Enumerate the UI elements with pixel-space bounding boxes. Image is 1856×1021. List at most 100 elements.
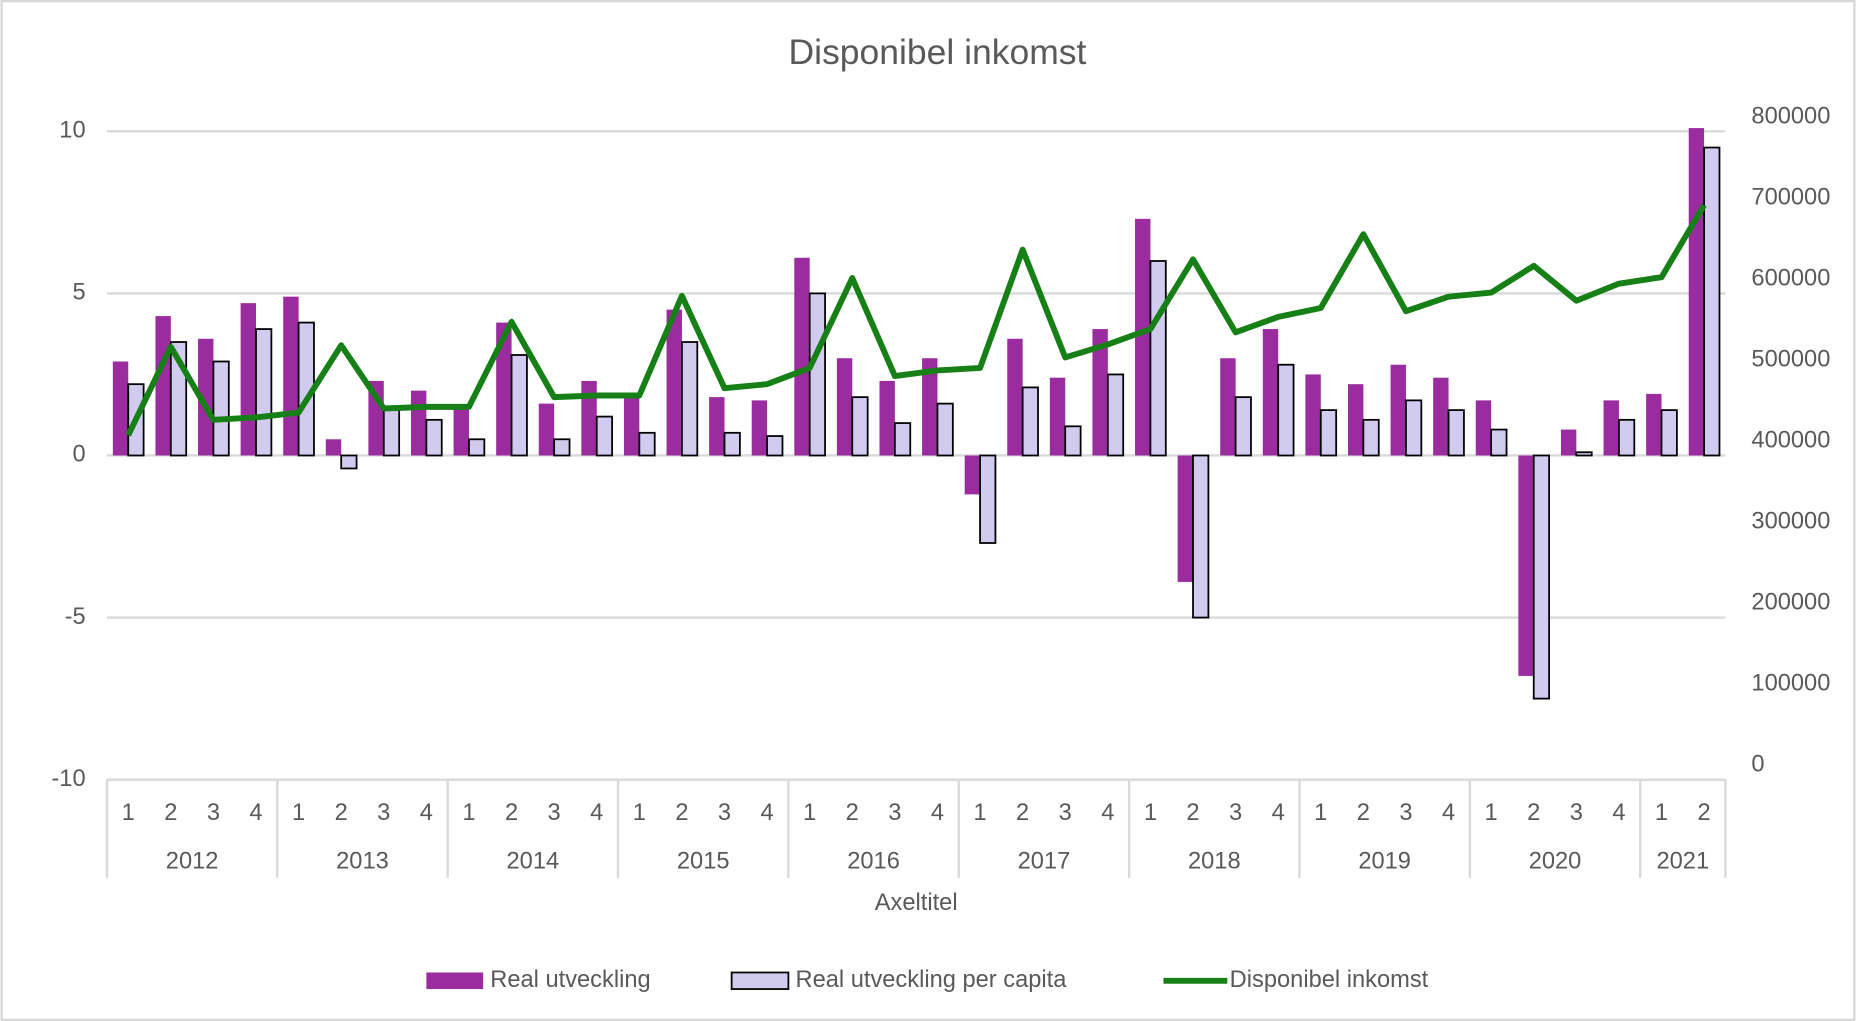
x-tick-label: 3	[548, 800, 561, 826]
bar	[553, 438, 571, 457]
bar	[1192, 454, 1210, 619]
x-group-label: 2015	[677, 849, 730, 875]
x-group-label: 2021	[1656, 849, 1709, 875]
x-axis-title: Axeltitel	[875, 890, 958, 916]
bar	[1660, 409, 1678, 457]
bar	[979, 454, 997, 544]
x-tick-label: 1	[1144, 800, 1157, 826]
bar	[709, 397, 725, 456]
bar	[496, 322, 512, 456]
x-tick-label: 2	[164, 800, 177, 826]
x-tick-label: 2	[1698, 800, 1711, 826]
bar	[1064, 425, 1082, 457]
bar	[1646, 393, 1662, 456]
y2-tick-label: 400000	[1751, 428, 1830, 454]
bar	[1390, 364, 1406, 456]
bar	[836, 358, 853, 456]
bar	[1347, 384, 1364, 456]
bar	[212, 360, 230, 457]
bar	[623, 393, 640, 456]
bar	[112, 361, 129, 456]
y2-tick-label: 500000	[1751, 346, 1830, 372]
bar	[879, 380, 895, 456]
y2-tick-label: 0	[1751, 752, 1764, 778]
x-tick-label: 3	[1059, 800, 1072, 826]
bar	[681, 341, 699, 457]
bar	[751, 400, 768, 456]
bar	[382, 409, 401, 457]
bar	[1703, 146, 1721, 457]
bar	[510, 354, 528, 457]
y-tick-label: -10	[51, 766, 85, 792]
chart-title: Disponibel inkomst	[789, 32, 1087, 72]
x-tick-label: 1	[1655, 800, 1668, 826]
x-group-label: 2014	[507, 849, 560, 875]
y2-tick-label: 800000	[1751, 103, 1830, 129]
y-tick-label: 5	[72, 280, 85, 306]
x-tick-label: 1	[973, 800, 986, 826]
x-tick-label: 3	[718, 800, 731, 826]
x-tick-label: 4	[590, 800, 603, 826]
bar	[922, 358, 938, 456]
y2-tick-label: 100000	[1751, 671, 1830, 697]
bar	[1490, 428, 1508, 457]
x-group-label: 2016	[847, 849, 900, 875]
bar	[595, 415, 614, 457]
bar	[964, 455, 981, 495]
bar	[1603, 400, 1619, 456]
x-tick-label: 4	[420, 800, 433, 826]
bar	[155, 316, 171, 456]
bar	[766, 435, 784, 457]
x-tick-label: 4	[1612, 800, 1625, 826]
bar	[1362, 418, 1380, 457]
legend-label: Real utveckling per capita	[795, 967, 1067, 993]
x-tick-label: 4	[1272, 800, 1285, 826]
x-tick-label: 1	[803, 800, 816, 826]
bar	[325, 439, 342, 456]
bar	[581, 380, 597, 456]
legend-label: Disponibel inkomst	[1230, 967, 1429, 993]
bar	[1532, 454, 1551, 700]
bar	[666, 309, 682, 456]
x-tick-label: 3	[1399, 800, 1412, 826]
y2-tick-label: 700000	[1751, 184, 1830, 210]
bar	[893, 422, 912, 457]
bar	[1177, 455, 1194, 582]
bar	[1560, 429, 1577, 456]
bar	[240, 303, 257, 456]
x-tick-label: 3	[1229, 800, 1242, 826]
bar	[1475, 400, 1492, 456]
bar	[1433, 377, 1449, 456]
y-tick-label: 0	[72, 442, 85, 468]
bar	[198, 338, 214, 456]
x-tick-label: 4	[1101, 800, 1114, 826]
bar	[1049, 377, 1066, 456]
y-tick-label: 10	[59, 118, 85, 144]
bar	[1575, 451, 1593, 457]
bar	[723, 431, 741, 457]
x-tick-label: 1	[633, 800, 646, 826]
bar	[638, 431, 656, 457]
x-tick-label: 2	[505, 800, 518, 826]
bar	[1007, 338, 1023, 456]
x-group-label: 2012	[166, 849, 219, 875]
x-tick-label: 2	[335, 800, 348, 826]
x-tick-label: 1	[1314, 800, 1327, 826]
x-group-label: 2019	[1358, 849, 1411, 875]
bar	[1220, 358, 1236, 456]
bar	[1405, 399, 1423, 457]
bar	[283, 296, 299, 456]
bar	[1618, 418, 1636, 457]
x-tick-label: 2	[846, 800, 859, 826]
bar	[1305, 374, 1321, 456]
x-tick-label: 1	[462, 800, 475, 826]
bar	[425, 418, 443, 457]
x-group-label: 2020	[1529, 849, 1582, 875]
bar	[1149, 260, 1167, 457]
bar	[1234, 396, 1252, 457]
legend-swatch	[426, 972, 484, 990]
bar	[1106, 373, 1125, 457]
x-tick-label: 3	[207, 800, 220, 826]
bar	[1518, 455, 1534, 676]
